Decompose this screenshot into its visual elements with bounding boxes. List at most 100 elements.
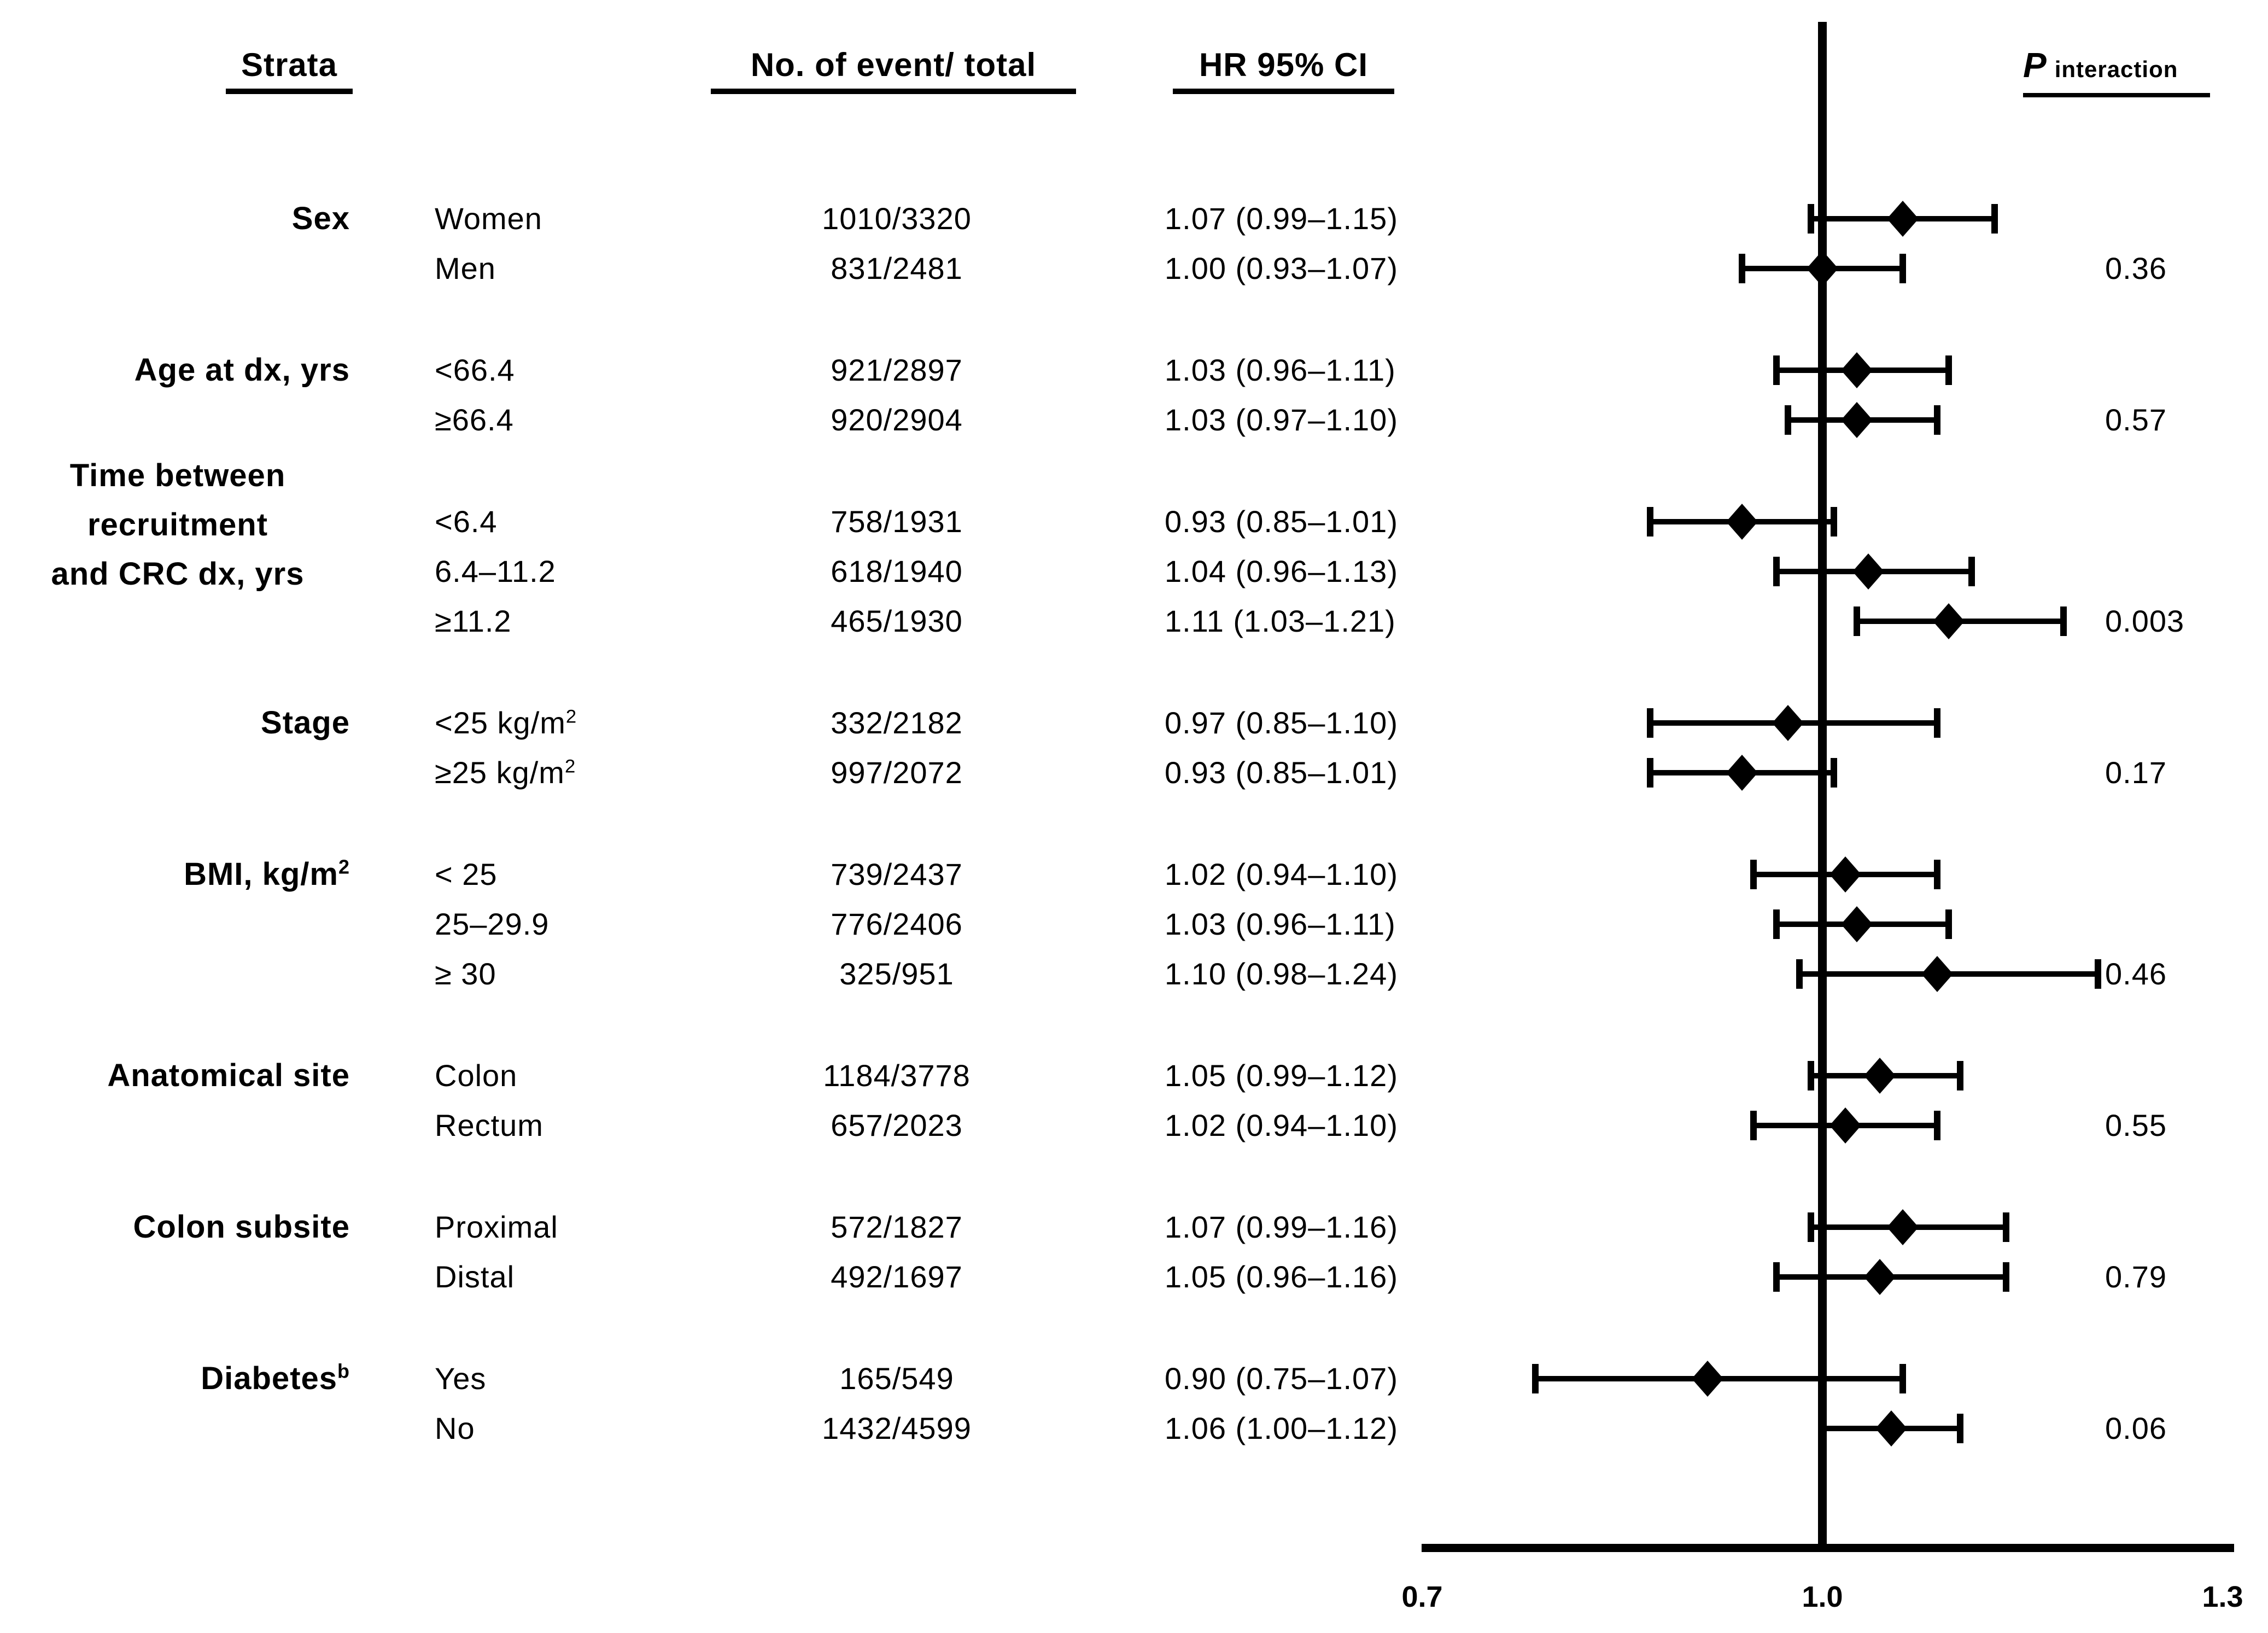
p-interaction-value: 0.46 bbox=[2105, 957, 2167, 991]
events-total: 332/2182 bbox=[831, 705, 963, 740]
ci-cap-right bbox=[1831, 758, 1837, 788]
hr-diamond-marker bbox=[1921, 956, 1953, 992]
column-header-strata: Strata bbox=[226, 47, 353, 94]
hr-diamond-marker bbox=[1829, 856, 1861, 893]
events-total: 920/2904 bbox=[831, 403, 963, 437]
ci-cap-right bbox=[1934, 708, 1940, 738]
hr-diamond-marker bbox=[1726, 755, 1758, 791]
subgroup-label: < 25 bbox=[435, 857, 498, 891]
p-interaction-value: 0.06 bbox=[2105, 1411, 2167, 1445]
hr-ci-label: 0.93 (0.85–1.01) bbox=[1165, 755, 1398, 790]
hr-diamond-marker bbox=[1864, 1259, 1896, 1295]
group-label: Anatomical site bbox=[107, 1058, 350, 1093]
ci-cap-right bbox=[1957, 1061, 1963, 1090]
hr-ci-label: 1.03 (0.96–1.11) bbox=[1165, 353, 1396, 387]
subgroup-label: Women bbox=[435, 201, 542, 236]
p-interaction-value: 0.003 bbox=[2105, 604, 2185, 638]
subgroup-label: Proximal bbox=[435, 1210, 558, 1244]
hr-diamond-marker bbox=[1841, 402, 1873, 438]
hr-ci-label: 1.04 (0.96–1.13) bbox=[1165, 554, 1398, 588]
ci-cap-left bbox=[1819, 1414, 1826, 1443]
ci-cap-right bbox=[2095, 959, 2101, 989]
group-label: Time between recruitment and CRC dx, yrs bbox=[51, 458, 305, 592]
hr-diamond-marker bbox=[1807, 250, 1838, 287]
ci-cap-left bbox=[1785, 405, 1791, 435]
hr-diamond-marker bbox=[1852, 553, 1884, 590]
subgroup-label: ≥66.4 bbox=[435, 403, 514, 437]
events-total: 465/1930 bbox=[831, 604, 963, 638]
ci-cap-left bbox=[1808, 1212, 1814, 1242]
ci-cap-left bbox=[1773, 355, 1780, 385]
hr-diamond-marker bbox=[1887, 201, 1919, 237]
ci-cap-left bbox=[1773, 557, 1780, 586]
ci-cap-left bbox=[1773, 1262, 1780, 1292]
hr-ci-label: 1.07 (0.99–1.16) bbox=[1165, 1210, 1398, 1244]
ci-cap-right bbox=[1945, 909, 1952, 939]
hr-ci-label: 1.03 (0.97–1.10) bbox=[1165, 403, 1398, 437]
ci-cap-right bbox=[2060, 606, 2067, 636]
ci-cap-left bbox=[1808, 1061, 1814, 1090]
hr-ci-label: 1.02 (0.94–1.10) bbox=[1165, 1108, 1398, 1142]
hr-ci-label: 1.02 (0.94–1.10) bbox=[1165, 857, 1398, 891]
ci-cap-left bbox=[1854, 606, 1860, 636]
hr-diamond-marker bbox=[1864, 1058, 1896, 1094]
group-label: Colon subsite bbox=[133, 1209, 350, 1245]
p-interaction-value: 0.17 bbox=[2105, 755, 2167, 790]
events-total: 618/1940 bbox=[831, 554, 963, 588]
p-interaction-value: 0.36 bbox=[2105, 251, 2167, 285]
ci-cap-left bbox=[1808, 204, 1814, 234]
ci-cap-right bbox=[1968, 557, 1975, 586]
ci-cap-right bbox=[1899, 1364, 1906, 1393]
subgroup-label: Men bbox=[435, 251, 496, 285]
ci-cap-right bbox=[2003, 1212, 2009, 1242]
subgroup-label: Colon bbox=[435, 1058, 518, 1093]
hr-ci-label: 1.10 (0.98–1.24) bbox=[1165, 957, 1398, 991]
hr-ci-label: 0.90 (0.75–1.07) bbox=[1165, 1361, 1398, 1396]
subgroup-label: <6.4 bbox=[435, 504, 498, 539]
hr-diamond-marker bbox=[1841, 352, 1873, 388]
subgroup-label: Yes bbox=[435, 1361, 487, 1396]
x-axis-tick-label: 1.3 bbox=[2202, 1580, 2243, 1613]
ci-cap-right bbox=[1831, 507, 1837, 536]
events-total: 739/2437 bbox=[831, 857, 963, 891]
hr-diamond-marker bbox=[1887, 1209, 1919, 1245]
p-interaction-value: 0.57 bbox=[2105, 403, 2167, 437]
ci-cap-right bbox=[1945, 355, 1952, 385]
subgroup-label: Rectum bbox=[435, 1108, 543, 1142]
hr-diamond-marker bbox=[1933, 603, 1965, 639]
events-total: 657/2023 bbox=[831, 1108, 963, 1142]
group-label: Stage bbox=[261, 705, 350, 740]
hr-diamond-marker bbox=[1829, 1107, 1861, 1144]
x-axis-line bbox=[1422, 1544, 2234, 1552]
p-interaction-value: 0.79 bbox=[2105, 1259, 2167, 1294]
p-interaction-header-symbol: P bbox=[2023, 45, 2047, 85]
ci-cap-left bbox=[1647, 758, 1653, 788]
p-interaction-header-word: interaction bbox=[2054, 56, 2178, 82]
events-total: 758/1931 bbox=[831, 504, 963, 539]
ci-cap-right bbox=[1991, 204, 1998, 234]
events-total: 492/1697 bbox=[831, 1259, 963, 1294]
column-header-hr-ci: HR 95% CI bbox=[1173, 47, 1394, 94]
subgroup-label: Distal bbox=[435, 1259, 515, 1294]
hr-diamond-marker bbox=[1726, 504, 1758, 540]
ci-cap-right bbox=[1934, 405, 1940, 435]
subgroup-label: <25 kg/m2 bbox=[435, 705, 577, 740]
subgroup-label: ≥25 kg/m2 bbox=[435, 755, 576, 790]
x-axis-tick-label: 0.7 bbox=[1401, 1580, 1443, 1613]
hr-diamond-marker bbox=[1692, 1361, 1723, 1397]
subgroup-label: 25–29.9 bbox=[435, 907, 550, 941]
hr-ci-label: 1.00 (0.93–1.07) bbox=[1165, 251, 1398, 285]
group-label: BMI, kg/m2 bbox=[184, 855, 350, 892]
p-interaction-value: 0.55 bbox=[2105, 1108, 2167, 1142]
events-total: 997/2072 bbox=[831, 755, 963, 790]
subgroup-label: No bbox=[435, 1411, 475, 1445]
hr-ci-label: 0.93 (0.85–1.01) bbox=[1165, 504, 1398, 539]
group-label: Diabetesb bbox=[201, 1360, 350, 1396]
ci-cap-left bbox=[1647, 708, 1653, 738]
ci-cap-left bbox=[1796, 959, 1803, 989]
hr-ci-label: 1.05 (0.96–1.16) bbox=[1165, 1259, 1398, 1294]
ci-cap-right bbox=[1934, 860, 1940, 889]
events-total: 831/2481 bbox=[831, 251, 963, 285]
ci-cap-left bbox=[1647, 507, 1653, 536]
